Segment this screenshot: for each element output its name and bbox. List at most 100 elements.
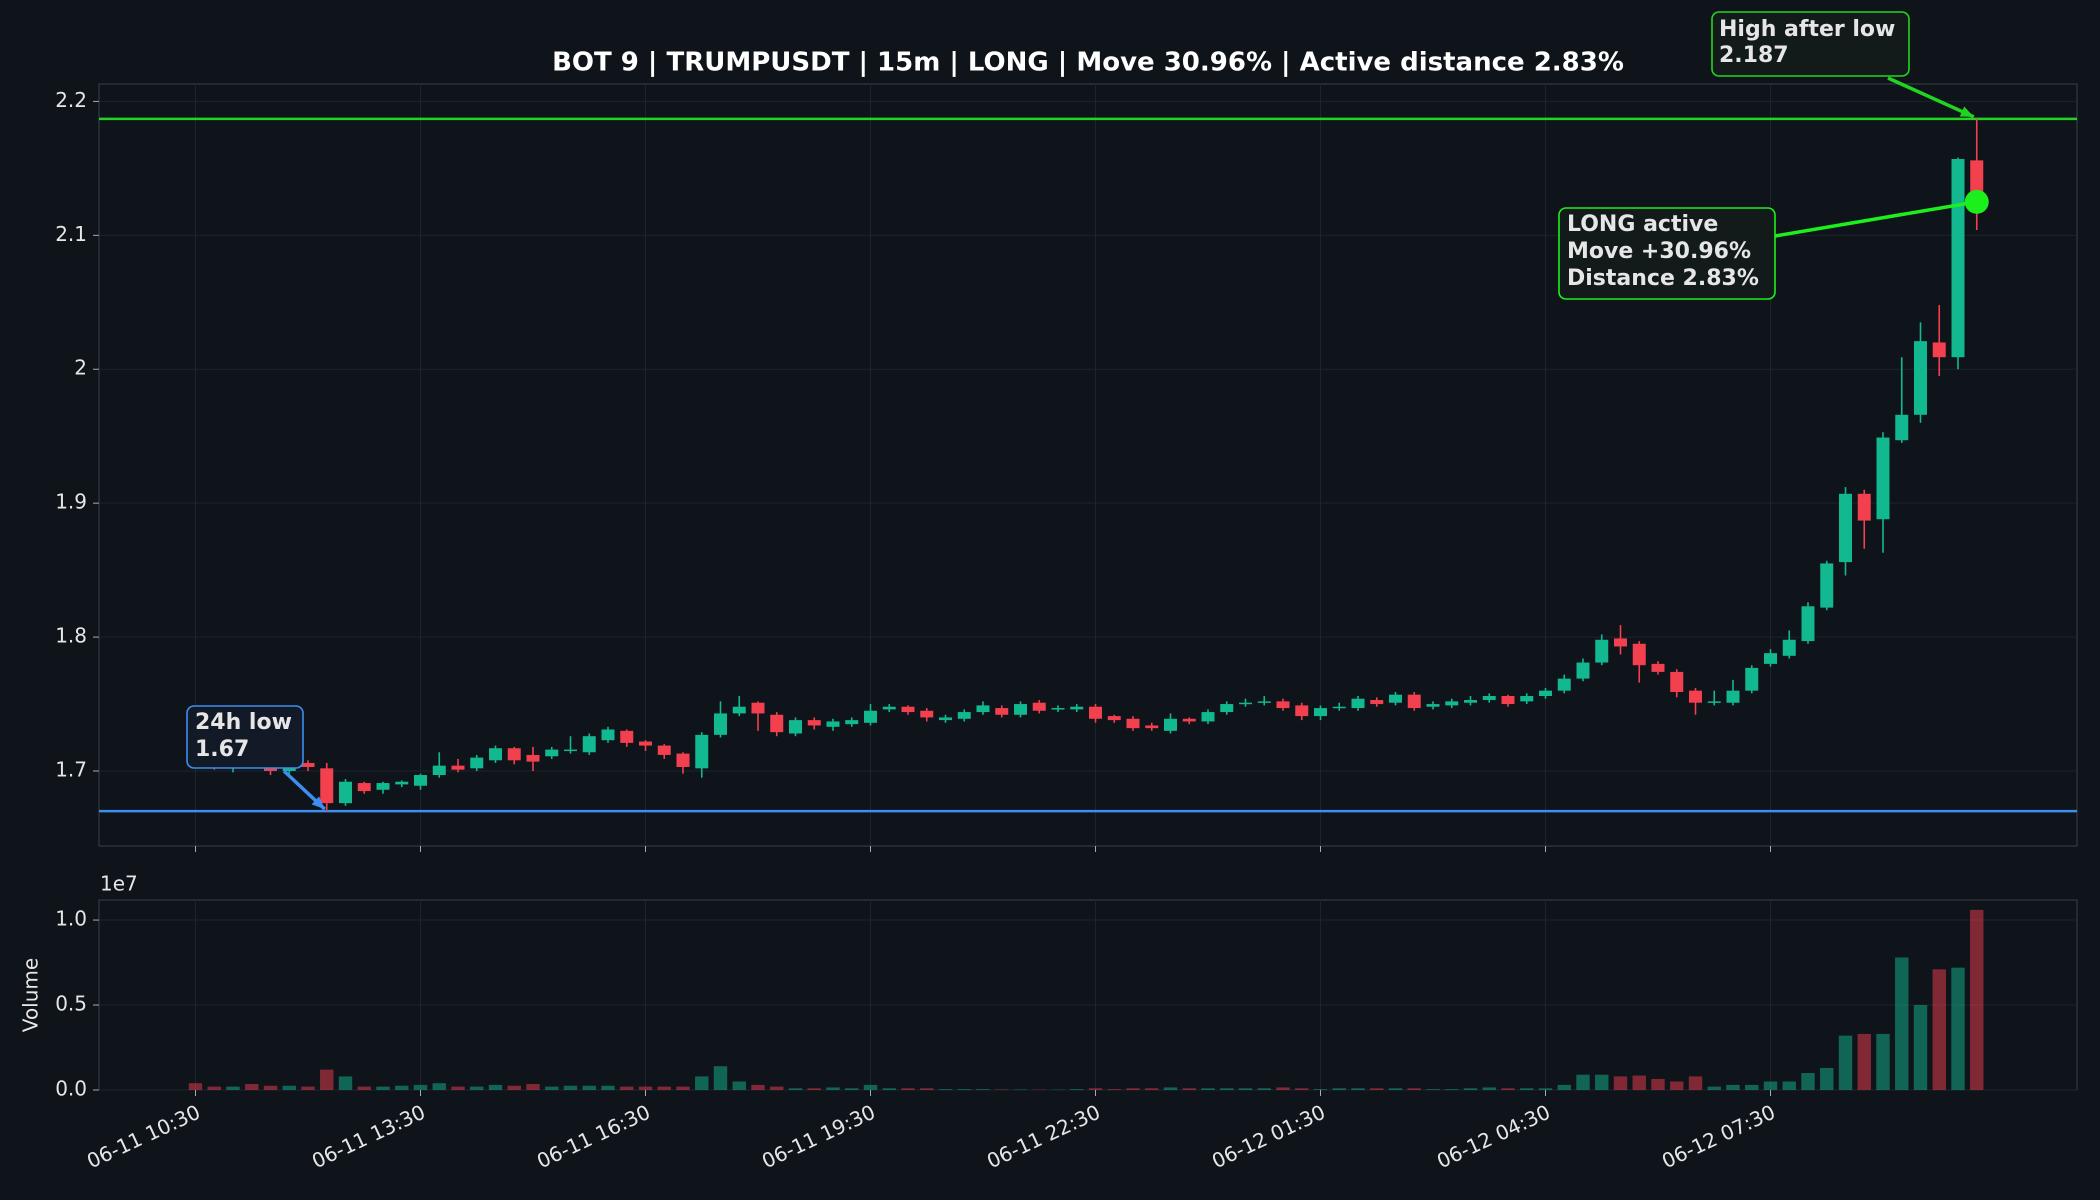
candle-body [1464, 700, 1477, 703]
y-tick-label: 1.0 [55, 907, 87, 931]
candle-body [789, 720, 802, 734]
candle-body [564, 749, 577, 752]
volume-bar [901, 1088, 915, 1090]
volume-bar [826, 1087, 840, 1090]
volume-bar [1313, 1089, 1328, 1090]
active-marker [1964, 189, 1989, 214]
y-tick-label: 1.8 [55, 624, 87, 648]
candle-body [1295, 705, 1309, 717]
candle-body [1932, 342, 1946, 358]
candle-body [1801, 606, 1815, 642]
candle-body [1614, 638, 1627, 647]
y-tick-label: 0.5 [55, 992, 87, 1016]
candle-body [582, 736, 596, 753]
candle-body [639, 741, 652, 746]
volume-bar [1763, 1081, 1778, 1090]
volume-bar [1163, 1087, 1178, 1090]
low-arrow-head [311, 796, 325, 810]
x-tick-label: 06-12 04:30 [1433, 1100, 1554, 1173]
x-tick-label: 06-11 16:30 [533, 1100, 654, 1173]
candle-body [451, 765, 465, 770]
candle-body [957, 712, 971, 719]
volume-bar [751, 1084, 765, 1090]
volume-bar [526, 1084, 540, 1090]
candle-body [732, 706, 746, 714]
y-tick-label: 2 [74, 356, 87, 380]
y-tick-label: 0.0 [55, 1077, 87, 1101]
candle-body [301, 762, 315, 767]
candle-body [432, 765, 446, 776]
candle-body [845, 720, 859, 725]
volume-bar [432, 1083, 446, 1090]
volume-bar [582, 1085, 596, 1090]
volume-bar [1295, 1088, 1309, 1090]
candle-body [282, 766, 296, 772]
volume-bar [1538, 1088, 1553, 1090]
candle-body [1332, 706, 1346, 709]
candle-body [920, 710, 934, 718]
candle-body [320, 768, 334, 804]
low-annotation-value: 1.67 [195, 737, 249, 762]
x-tick-label: 06-11 22:30 [983, 1100, 1104, 1173]
volume-bar [488, 1084, 503, 1090]
volume-bar [1088, 1088, 1103, 1090]
candle-body [714, 713, 727, 735]
candle-body [1914, 341, 1927, 415]
y-tick-label: 2.2 [55, 88, 87, 112]
volume-bar [788, 1088, 803, 1090]
candle-body [995, 708, 1009, 715]
volume-bar [263, 1085, 278, 1090]
candle-body [1557, 678, 1571, 691]
volume-bar [1857, 1033, 1871, 1090]
volume-bar [338, 1076, 353, 1090]
active-connector [1774, 200, 1978, 238]
candle-body [1257, 701, 1271, 703]
volume-bar [882, 1088, 896, 1090]
candle-body [1145, 725, 1159, 729]
candle-body [1032, 702, 1046, 711]
volume-bar [1107, 1089, 1121, 1090]
volume-bar [1238, 1088, 1253, 1090]
candle-body [1707, 701, 1721, 703]
volume-bar [1820, 1067, 1834, 1090]
candle-body [807, 720, 821, 726]
volume-bar [357, 1086, 371, 1090]
candle-body [1576, 662, 1590, 679]
volume-bar [1463, 1088, 1478, 1090]
candle-body [601, 729, 615, 741]
volume-bar [1351, 1088, 1365, 1090]
volume-bar [863, 1084, 878, 1090]
volume-bar [676, 1086, 690, 1090]
candle-body [1539, 690, 1552, 697]
candle-body [751, 702, 765, 714]
candle-body [901, 706, 915, 713]
candle-body [1014, 704, 1027, 715]
volume-bar [1201, 1088, 1215, 1090]
volume-bar [470, 1086, 484, 1090]
candle-body [1670, 671, 1684, 692]
candle-body [620, 730, 634, 743]
volume-bar [1913, 1005, 1928, 1090]
volume-bar [188, 1083, 203, 1090]
volume-bar [1276, 1087, 1290, 1090]
candle-body [489, 748, 502, 761]
volume-bar [1632, 1075, 1646, 1090]
volume-bar [1576, 1074, 1590, 1090]
candle-body [1445, 701, 1459, 706]
y-tick-label: 1.9 [55, 490, 87, 514]
volume-bar [1970, 909, 1984, 1090]
volume-bar [695, 1076, 709, 1090]
candle-body [1501, 696, 1515, 705]
volume-bar [770, 1086, 784, 1090]
volume-bar [1332, 1088, 1346, 1090]
active-annotation-line: Move +30.96% [1567, 239, 1751, 264]
high-annotation-value: 2.187 [1719, 43, 1789, 68]
candle-body [1857, 493, 1871, 521]
volume-bar [1801, 1073, 1815, 1090]
price-panel [98, 83, 2078, 847]
volume-bar [1726, 1084, 1740, 1090]
volume-bar [207, 1086, 221, 1090]
chart-title: BOT 9 | TRUMPUSDT | 15m | LONG | Move 30… [552, 48, 1624, 78]
volume-bar [601, 1085, 615, 1090]
